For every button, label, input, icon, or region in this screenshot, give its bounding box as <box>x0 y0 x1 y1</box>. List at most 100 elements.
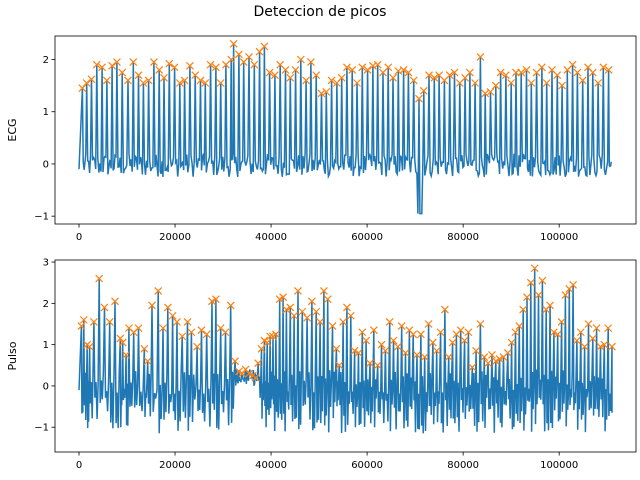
peak-marker <box>523 293 531 302</box>
peak-marker <box>183 318 192 326</box>
peak-marker <box>425 71 433 80</box>
peak-marker <box>250 60 259 69</box>
peak-marker <box>111 297 119 306</box>
y-axis-label: Pulso <box>6 341 19 370</box>
peak-marker <box>160 73 168 82</box>
peak-marker <box>534 291 543 300</box>
peak-marker <box>384 63 393 72</box>
peak-marker <box>450 68 459 77</box>
peak-marker <box>515 322 524 330</box>
peak-marker <box>319 287 328 295</box>
peak-marker <box>480 353 489 361</box>
peak-marker <box>116 334 125 343</box>
peak-marker <box>279 293 288 302</box>
peak-marker <box>561 291 570 300</box>
ecg-panel: 0 20000 40000 60000 80000 100000 −1 0 1 2 ECG <box>6 35 637 243</box>
peak-marker <box>155 66 164 74</box>
peak-marker <box>286 73 295 82</box>
peak-marker <box>393 342 402 351</box>
y-tick-label: −1 <box>34 423 49 434</box>
peak-marker <box>436 328 445 337</box>
axes-frame <box>54 35 637 225</box>
peak-marker <box>148 301 156 310</box>
peak-marker <box>82 79 91 87</box>
peak-marker <box>282 305 291 314</box>
peak-marker <box>353 79 361 87</box>
peak-marker <box>558 81 566 90</box>
peak-marker <box>79 315 88 324</box>
peak-marker <box>538 276 547 285</box>
peak-marker <box>78 84 87 93</box>
peak-marker <box>578 76 587 85</box>
peak-marker <box>257 344 266 353</box>
y-axis-label: ECG <box>6 118 19 141</box>
peak-marker <box>294 287 302 295</box>
peak-marker <box>85 342 94 351</box>
peak-marker <box>180 76 189 85</box>
peak-marker <box>573 336 581 345</box>
peak-marker <box>363 66 372 74</box>
peak-marker <box>113 58 121 67</box>
peak-marker <box>118 338 127 347</box>
x-tick-label: 60000 <box>351 460 383 471</box>
peak-marker <box>381 346 390 355</box>
peak-marker <box>424 320 433 328</box>
peak-marker <box>527 79 536 87</box>
peak-marker <box>108 61 117 70</box>
peak-marker <box>557 318 566 326</box>
peak-marker <box>265 68 274 77</box>
peak-marker <box>286 303 295 312</box>
peak-marker <box>445 71 454 80</box>
peak-marker <box>343 303 351 312</box>
peak-marker <box>526 278 535 287</box>
peak-marker <box>226 301 235 310</box>
y-tick-label: 0 <box>43 159 49 170</box>
peak-marker <box>588 334 597 343</box>
peak-marker <box>143 357 152 366</box>
peak-marker <box>122 351 130 359</box>
peak-marker <box>496 68 505 77</box>
peak-marker <box>456 326 465 335</box>
peak-marker <box>149 58 158 67</box>
peak-marker <box>170 63 179 72</box>
peak-marker <box>95 274 104 283</box>
peak-marker <box>486 87 495 96</box>
peak-marker <box>271 330 280 339</box>
peak-marker <box>476 320 485 328</box>
peak-marker <box>608 342 616 351</box>
peak-marker <box>245 52 253 61</box>
peak-marker <box>270 71 279 80</box>
peak-marker <box>530 264 539 273</box>
y-tick-label: 1 <box>43 107 49 118</box>
peak-marker <box>599 63 608 72</box>
peak-marker <box>348 66 357 74</box>
peak-marker <box>537 63 546 72</box>
peak-marker <box>476 52 485 61</box>
peak-marker <box>503 348 512 357</box>
peak-marker <box>397 322 406 330</box>
peak-marker <box>507 338 516 347</box>
peak-marker <box>448 338 457 347</box>
peak-marker <box>573 68 582 77</box>
peak-marker <box>281 66 290 74</box>
peak-marker <box>465 68 474 77</box>
peak-marker <box>517 68 526 77</box>
peak-marker <box>419 86 428 95</box>
peak-marker <box>322 87 331 96</box>
peak-marker <box>229 39 238 48</box>
peak-marker <box>317 89 326 98</box>
peak-marker <box>337 73 346 82</box>
y-tick-label: 2 <box>43 299 49 310</box>
x-tick-label: 40000 <box>255 232 287 243</box>
peak-marker <box>549 328 558 337</box>
x-tick-label: 20000 <box>159 232 191 243</box>
peak-marker <box>134 71 143 80</box>
peak-marker <box>600 340 609 349</box>
peak-marker <box>464 328 473 337</box>
peak-marker <box>522 66 531 74</box>
peak-marker <box>307 297 316 306</box>
peak-marker <box>594 79 602 87</box>
peak-marker <box>588 68 597 77</box>
peak-marker <box>354 348 363 357</box>
peak-marker <box>129 58 138 67</box>
